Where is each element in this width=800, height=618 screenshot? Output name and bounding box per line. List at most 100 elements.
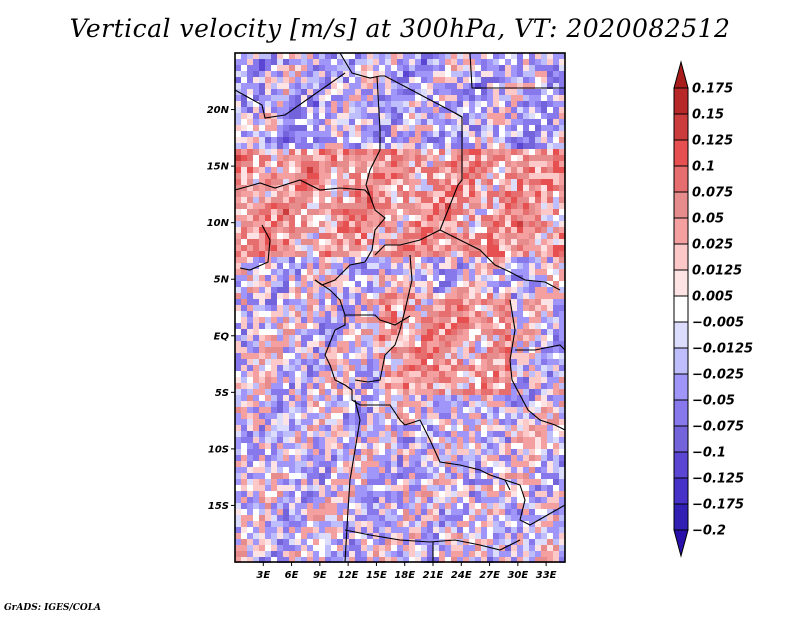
heatmap-cell: [481, 341, 487, 347]
heatmap-cell: [253, 257, 259, 263]
heatmap-cell: [289, 155, 295, 161]
heatmap-cell: [325, 305, 331, 311]
heatmap-cell: [355, 173, 361, 179]
heatmap-cell: [379, 347, 385, 353]
heatmap-cell: [301, 173, 307, 179]
heatmap-cell: [445, 521, 451, 527]
heatmap-cell: [481, 275, 487, 281]
heatmap-cell: [361, 413, 367, 419]
heatmap-cell: [391, 485, 397, 491]
heatmap-cell: [271, 323, 277, 329]
heatmap-cell: [253, 131, 259, 137]
heatmap-cell: [265, 497, 271, 503]
heatmap-cell: [361, 179, 367, 185]
heatmap-cell: [241, 335, 247, 341]
heatmap-cell: [535, 473, 541, 479]
heatmap-cell: [511, 491, 517, 497]
heatmap-cell: [283, 197, 289, 203]
heatmap-cell: [301, 341, 307, 347]
heatmap-cell: [487, 233, 493, 239]
heatmap-cell: [547, 431, 553, 437]
heatmap-cell: [313, 233, 319, 239]
heatmap-cell: [451, 299, 457, 305]
heatmap-cell: [337, 239, 343, 245]
heatmap-cell: [295, 77, 301, 83]
heatmap-cell: [493, 131, 499, 137]
heatmap-cell: [397, 167, 403, 173]
colorbar-label: −0.175: [692, 498, 744, 513]
heatmap-cell: [499, 281, 505, 287]
heatmap-cell: [475, 341, 481, 347]
heatmap-cell: [271, 365, 277, 371]
heatmap-cell: [451, 59, 457, 65]
heatmap-cell: [271, 461, 277, 467]
heatmap-cell: [235, 197, 241, 203]
heatmap-cell: [433, 317, 439, 323]
heatmap-cell: [433, 491, 439, 497]
heatmap-cell: [505, 539, 511, 545]
heatmap-cell: [391, 311, 397, 317]
heatmap-cell: [373, 431, 379, 437]
heatmap-cell: [307, 209, 313, 215]
heatmap-cell: [559, 491, 565, 497]
heatmap-cell: [241, 539, 247, 545]
heatmap-cell: [397, 113, 403, 119]
heatmap-cell: [235, 455, 241, 461]
heatmap-cell: [373, 275, 379, 281]
heatmap-cell: [487, 509, 493, 515]
heatmap-cell: [379, 533, 385, 539]
heatmap-cell: [313, 545, 319, 551]
heatmap-cell: [535, 353, 541, 359]
heatmap-cell: [457, 209, 463, 215]
heatmap-cell: [559, 95, 565, 101]
heatmap-cell: [367, 179, 373, 185]
heatmap-cell: [409, 335, 415, 341]
heatmap-cell: [283, 149, 289, 155]
heatmap-cell: [451, 443, 457, 449]
heatmap-cell: [259, 551, 265, 557]
heatmap-cell: [463, 191, 469, 197]
heatmap-cell: [313, 239, 319, 245]
heatmap-cell: [403, 329, 409, 335]
heatmap-cell: [373, 299, 379, 305]
heatmap-cell: [463, 263, 469, 269]
heatmap-cell: [385, 137, 391, 143]
heatmap-cell: [415, 317, 421, 323]
heatmap-cell: [499, 239, 505, 245]
colorbar-box: [673, 295, 689, 323]
heatmap-cell: [475, 461, 481, 467]
heatmap-cell: [235, 293, 241, 299]
heatmap-cell: [367, 485, 373, 491]
heatmap-cell: [241, 179, 247, 185]
heatmap-cell: [403, 491, 409, 497]
heatmap-cell: [415, 389, 421, 395]
heatmap-cell: [535, 293, 541, 299]
heatmap-cell: [379, 515, 385, 521]
heatmap-cell: [361, 317, 367, 323]
heatmap-cell: [457, 479, 463, 485]
heatmap-cell: [559, 419, 565, 425]
heatmap-cell: [289, 131, 295, 137]
heatmap-cell: [271, 329, 277, 335]
heatmap-cell: [541, 545, 547, 551]
heatmap-cell: [505, 305, 511, 311]
heatmap-cell: [307, 509, 313, 515]
heatmap-cell: [379, 203, 385, 209]
heatmap-cell: [421, 221, 427, 227]
heatmap-cell: [391, 131, 397, 137]
heatmap-cell: [307, 113, 313, 119]
heatmap-cell: [295, 455, 301, 461]
heatmap-cell: [421, 347, 427, 353]
heatmap-cell: [265, 155, 271, 161]
heatmap-cell: [277, 317, 283, 323]
heatmap-cell: [337, 425, 343, 431]
heatmap-cell: [361, 299, 367, 305]
heatmap-cell: [523, 353, 529, 359]
heatmap-cell: [367, 71, 373, 77]
heatmap-cell: [319, 323, 325, 329]
y-tick-label: 5N: [214, 275, 230, 286]
heatmap-cell: [469, 323, 475, 329]
heatmap-cell: [553, 239, 559, 245]
heatmap-cell: [463, 533, 469, 539]
heatmap-cell: [463, 155, 469, 161]
